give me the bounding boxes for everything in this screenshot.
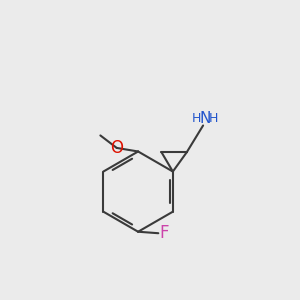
Text: O: O [110, 139, 123, 157]
Text: N: N [199, 110, 211, 125]
Text: F: F [159, 224, 168, 242]
Text: H: H [209, 112, 218, 124]
Text: H: H [191, 112, 201, 124]
